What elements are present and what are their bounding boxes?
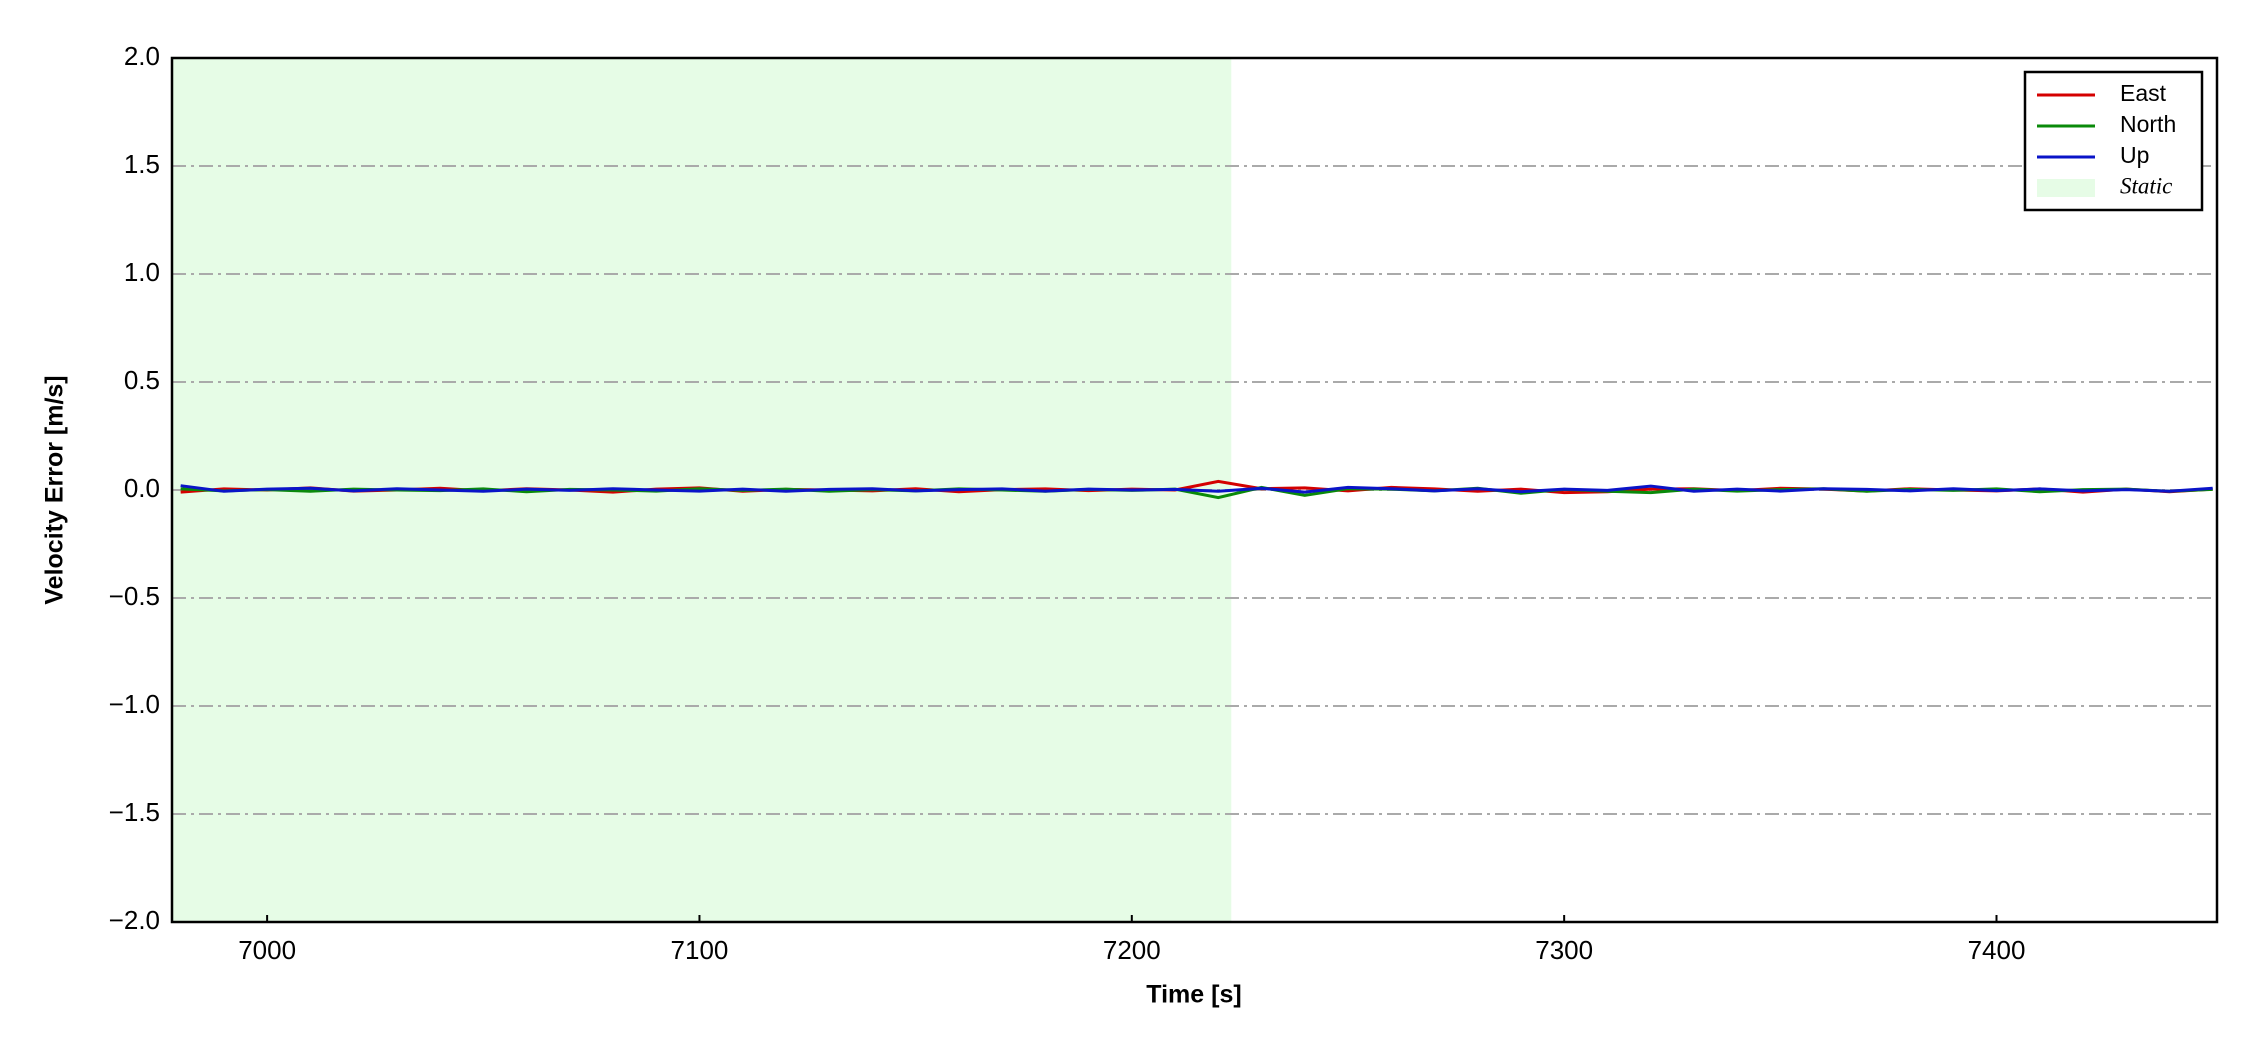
y-tick-label: 0.0: [124, 473, 160, 503]
plot-frame: [170, 56, 2219, 924]
x-tick-label: 7000: [238, 935, 296, 965]
series-line: [180, 484, 2213, 494]
y-tick-label: 0.5: [124, 365, 160, 395]
y-axis-label: Velocity Error [m/s]: [41, 375, 69, 604]
x-tick-label: 7300: [1535, 935, 1593, 965]
x-tick-label: 7200: [1103, 935, 1161, 965]
legend-swatch: [2037, 179, 2095, 197]
y-tick-label: −1.0: [109, 689, 160, 719]
x-tick-label: 7400: [1968, 935, 2026, 965]
y-tick-label: 2.0: [124, 41, 160, 71]
y-tick-label: −2.0: [109, 905, 160, 935]
legend-label: North: [2120, 111, 2176, 137]
x-tick-label: 7100: [671, 935, 729, 965]
y-tick-label: −0.5: [109, 581, 160, 611]
legend-label: Static: [2120, 173, 2172, 198]
legend-label: East: [2120, 80, 2167, 106]
y-tick-label: 1.0: [124, 257, 160, 287]
y-tick-label: −1.5: [109, 797, 160, 827]
y-tick-label: 1.5: [124, 149, 160, 179]
legend-label: Up: [2120, 142, 2149, 168]
x-axis-label: Time [s]: [1146, 981, 1241, 1009]
